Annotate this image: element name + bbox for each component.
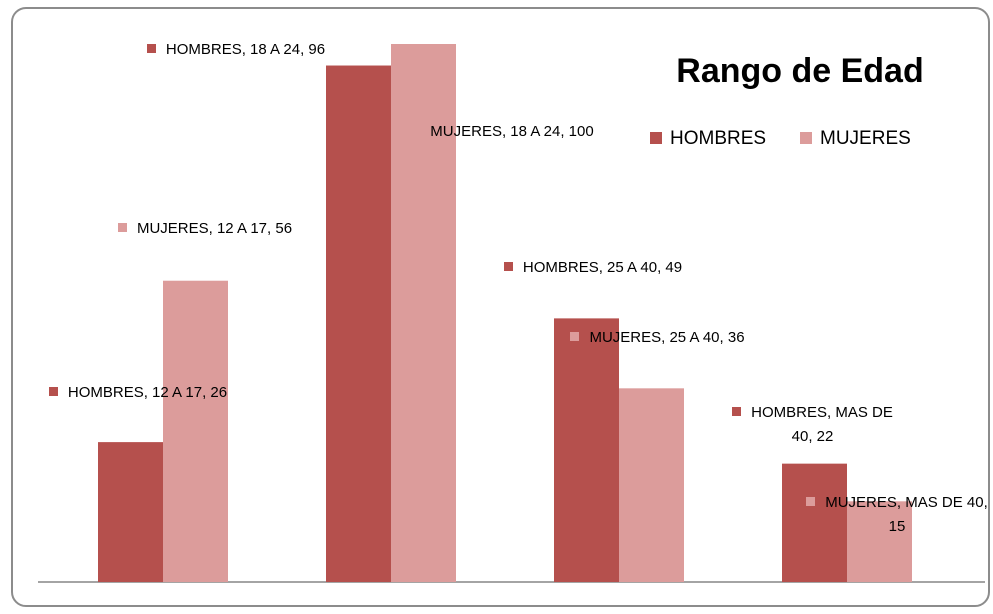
data-label: MUJERES, 12 A 17, 56	[105, 217, 305, 241]
chart-border	[11, 7, 990, 607]
legend-label: HOMBRES	[670, 128, 767, 149]
label-marker	[146, 44, 156, 53]
label-marker	[411, 126, 421, 135]
data-label-text: MUJERES, 18 A 24, 100	[430, 123, 594, 140]
data-label-text: MUJERES, 12 A 17, 56	[136, 220, 293, 237]
data-label-text: HOMBRES, 12 A 17, 26	[67, 384, 228, 401]
data-label: MUJERES, 25 A 40, 36	[560, 326, 755, 350]
bar	[782, 463, 847, 582]
bar	[326, 65, 391, 582]
data-label: HOMBRES, MAS DE 40, 22	[720, 401, 905, 449]
legend-item: HOMBRES	[650, 128, 766, 150]
label-marker	[48, 387, 58, 396]
label-marker	[732, 407, 742, 416]
legend-item: MUJERES	[800, 128, 911, 150]
chart-title: Rango de Edad	[676, 52, 924, 90]
data-label: MUJERES, 18 A 24, 100	[405, 120, 600, 144]
data-label-text: HOMBRES, 25 A 40, 49	[522, 259, 683, 276]
label-marker	[117, 223, 127, 232]
data-label: MUJERES, MAS DE 40, 15	[802, 491, 992, 539]
bar	[619, 388, 684, 582]
legend-swatch	[800, 132, 812, 144]
legend-swatch	[650, 132, 662, 144]
bar	[847, 501, 912, 582]
bar	[163, 280, 228, 582]
bar	[554, 318, 619, 582]
bar	[98, 442, 163, 582]
data-label-text: HOMBRES, MAS DE 40, 22	[751, 404, 893, 445]
data-label-text: MUJERES, 25 A 40, 36	[589, 329, 745, 346]
label-marker	[503, 262, 513, 271]
data-label: HOMBRES, 25 A 40, 49	[493, 256, 693, 280]
legend-label: MUJERES	[820, 128, 911, 149]
bar	[391, 44, 456, 582]
data-label: HOMBRES, 12 A 17, 26	[38, 381, 238, 405]
data-label-text: MUJERES, MAS DE 40, 15	[825, 494, 988, 535]
data-label: HOMBRES, 18 A 24, 96	[136, 38, 336, 62]
label-marker	[570, 332, 580, 341]
data-label-text: HOMBRES, 18 A 24, 96	[165, 41, 326, 58]
label-marker	[806, 497, 816, 506]
